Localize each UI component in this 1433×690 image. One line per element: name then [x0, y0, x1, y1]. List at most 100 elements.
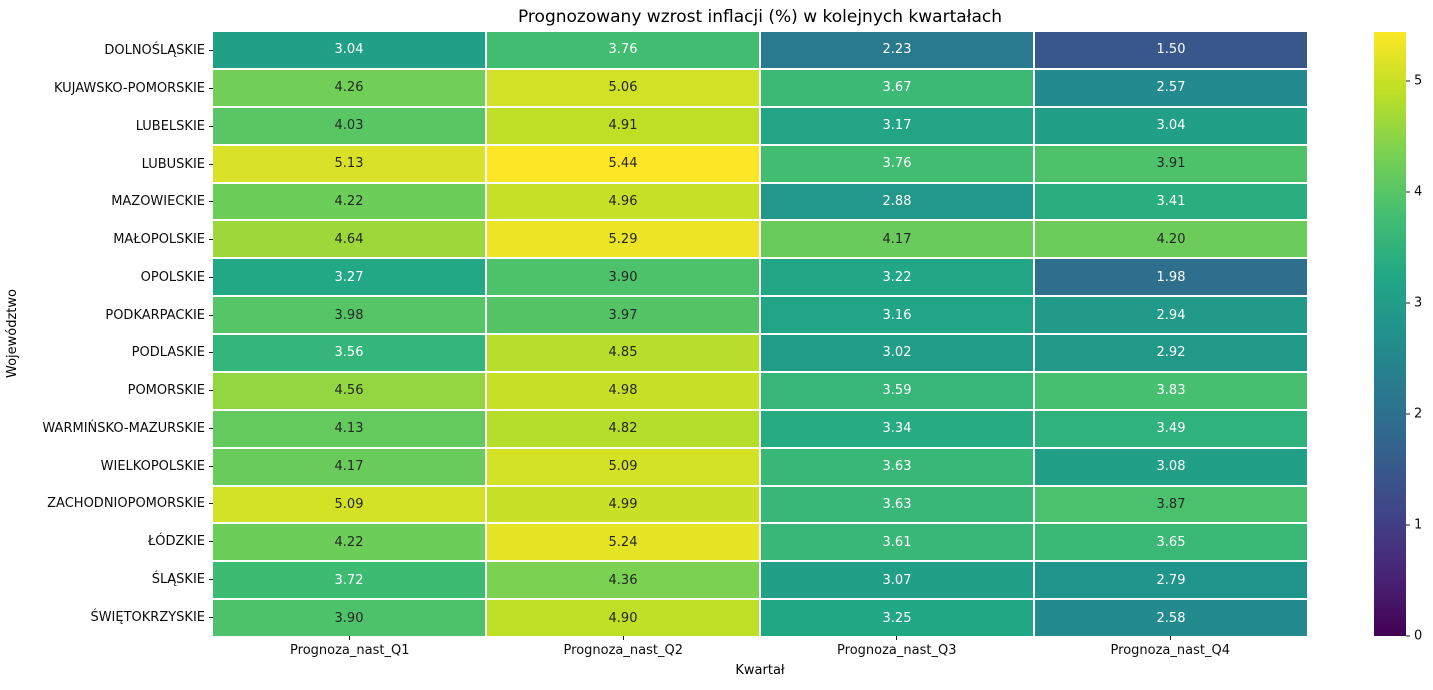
colorbar-tick-text: 3: [1414, 295, 1423, 311]
colorbar-ticks: 0 1 2 3 4 5: [1406, 32, 1433, 644]
heatmap-cell-r1-c3: 2.57: [1035, 69, 1307, 106]
heatmap-cell-r13-c3: 3.65: [1035, 524, 1307, 561]
y-tick-label-8: PODLASKIE: [22, 334, 213, 372]
y-tick-text: ŚWIĘTOKRZYSKIE: [90, 609, 205, 625]
y-tick-label-5: MAŁOPOLSKIE: [22, 221, 213, 259]
y-tick-mark: [209, 201, 213, 203]
y-tick-text: PODLASKIE: [131, 345, 205, 361]
heatmap-cell-r6-c0: 3.27: [213, 259, 485, 296]
colorbar-tick-mark: [1406, 524, 1410, 526]
heatmap-cell-r14-c1: 4.36: [487, 562, 759, 599]
y-tick-mark: [209, 276, 213, 278]
y-tick-text: LUBELSKIE: [135, 118, 205, 134]
y-tick-text: WIELKOPOLSKIE: [100, 458, 205, 474]
colorbar-tick-3: 3: [1406, 295, 1422, 310]
heatmap-cell-r12-c2: 3.63: [761, 486, 1033, 523]
heatmap-grid: 3.04 3.76 2.23 1.50 4.26 5.06 3.67 2.57 4.03 4.91…: [213, 32, 1307, 636]
heatmap-cell-r11-c2: 3.63: [761, 448, 1033, 485]
x-tick-mark: [896, 636, 898, 640]
y-tick-mark: [209, 88, 213, 90]
heatmap-cell-r12-c0: 5.09: [213, 486, 485, 523]
heatmap-cell-r15-c0: 3.90: [213, 600, 485, 636]
y-tick-label-14: ŚLĄSKIE: [22, 561, 213, 599]
heatmap-cell-r8-c0: 3.56: [213, 335, 485, 371]
heatmap-cell-r13-c1: 5.24: [487, 524, 759, 561]
y-tick-text: MAŁOPOLSKIE: [113, 232, 205, 248]
heatmap-cell-r1-c2: 3.67: [761, 69, 1033, 106]
y-tick-label-4: MAZOWIECKIE: [22, 183, 213, 221]
heatmap-cell-r14-c2: 3.07: [761, 562, 1033, 599]
colorbar-gradient: [1374, 32, 1406, 636]
heatmap-cell-r10-c2: 3.34: [761, 410, 1033, 447]
colorbar-tick-mark: [1406, 635, 1410, 637]
heatmap-cell-r10-c3: 3.49: [1035, 410, 1307, 447]
colorbar-tick-text: 4: [1414, 184, 1423, 200]
y-tick-mark: [209, 465, 213, 467]
heatmap-cell-r4-c3: 3.41: [1035, 183, 1307, 220]
x-tick-label-3: Prognoza_nast_Q4: [1034, 636, 1308, 658]
heatmap-cell-r7-c0: 3.98: [213, 297, 485, 333]
y-tick-mark: [209, 50, 213, 52]
heatmap-cell-r4-c0: 4.22: [213, 183, 485, 220]
heatmap-cell-r15-c1: 4.90: [487, 600, 759, 636]
y-tick-label-6: OPOLSKIE: [22, 259, 213, 297]
heatmap-cell-r15-c3: 2.58: [1035, 600, 1307, 636]
heatmap-cell-r0-c1: 3.76: [487, 32, 759, 68]
heatmap-cell-r10-c0: 4.13: [213, 410, 485, 447]
heatmap-cell-r4-c1: 4.96: [487, 183, 759, 220]
heatmap-cell-r2-c2: 3.17: [761, 107, 1033, 144]
y-tick-text: PODKARPACKIE: [105, 307, 205, 323]
heatmap-cell-r11-c1: 5.09: [487, 448, 759, 485]
heatmap-cell-r4-c2: 2.88: [761, 183, 1033, 220]
heatmap-cell-r5-c3: 4.20: [1035, 221, 1307, 258]
heatmap-cell-r5-c0: 4.64: [213, 221, 485, 258]
heatmap-cell-r0-c3: 1.50: [1035, 32, 1307, 68]
y-tick-label-2: LUBELSKIE: [22, 108, 213, 146]
colorbar-tick-1: 1: [1406, 517, 1422, 532]
y-tick-text: ŚLĄSKIE: [151, 571, 205, 587]
colorbar-tick-2: 2: [1406, 406, 1422, 421]
x-tick-mark: [349, 636, 351, 640]
heatmap-cell-r12-c1: 4.99: [487, 486, 759, 523]
heatmap-cell-r12-c3: 3.87: [1035, 486, 1307, 523]
heatmap-cell-r3-c3: 3.91: [1035, 145, 1307, 182]
heatmap-cell-r7-c2: 3.16: [761, 297, 1033, 333]
heatmap-cell-r9-c0: 4.56: [213, 372, 485, 409]
heatmap-cell-r1-c0: 4.26: [213, 69, 485, 106]
heatmap-cell-r0-c2: 2.23: [761, 32, 1033, 68]
heatmap-cell-r8-c1: 4.85: [487, 335, 759, 371]
x-tick-text: Prognoza_nast_Q1: [290, 643, 410, 658]
y-tick-mark: [209, 125, 213, 127]
heatmap-cell-r6-c3: 1.98: [1035, 259, 1307, 296]
y-tick-text: ŁÓDZKIE: [147, 534, 205, 550]
x-tick-label-1: Prognoza_nast_Q2: [487, 636, 761, 658]
y-tick-mark: [209, 390, 213, 392]
heatmap-cell-r6-c1: 3.90: [487, 259, 759, 296]
heatmap-cell-r14-c0: 3.72: [213, 562, 485, 599]
heatmap-cell-r2-c3: 3.04: [1035, 107, 1307, 144]
y-axis-label: Województwo: [4, 289, 20, 379]
colorbar-tick-text: 2: [1414, 406, 1423, 422]
x-tick-mark: [1169, 636, 1171, 640]
heatmap-cell-r8-c3: 2.92: [1035, 335, 1307, 371]
colorbar-tick-5: 5: [1406, 73, 1422, 88]
y-tick-mark: [209, 427, 213, 429]
heatmap-cell-r9-c1: 4.98: [487, 372, 759, 409]
y-axis-tick-labels: DOLNOŚLĄSKIE KUJAWSKO-POMORSKIE LUBELSKIE L…: [22, 32, 213, 636]
colorbar-tick-mark: [1406, 191, 1410, 193]
heatmap-cell-r9-c2: 3.59: [761, 372, 1033, 409]
y-tick-mark: [209, 163, 213, 165]
heatmap-cell-r2-c0: 4.03: [213, 107, 485, 144]
x-tick-label-2: Prognoza_nast_Q3: [760, 636, 1034, 658]
heatmap-cell-r1-c1: 5.06: [487, 69, 759, 106]
y-tick-text: DOLNOŚLĄSKIE: [104, 43, 205, 59]
colorbar-tick-mark: [1406, 413, 1410, 415]
y-tick-mark: [209, 352, 213, 354]
y-tick-label-11: WIELKOPOLSKIE: [22, 447, 213, 485]
heatmap-cell-r14-c3: 2.79: [1035, 562, 1307, 599]
colorbar-tick-mark: [1406, 302, 1410, 304]
y-tick-label-10: WARMIŃSKO-MAZURSKIE: [22, 410, 213, 448]
y-tick-text: POMORSKIE: [127, 383, 205, 399]
heatmap-cell-r3-c2: 3.76: [761, 145, 1033, 182]
